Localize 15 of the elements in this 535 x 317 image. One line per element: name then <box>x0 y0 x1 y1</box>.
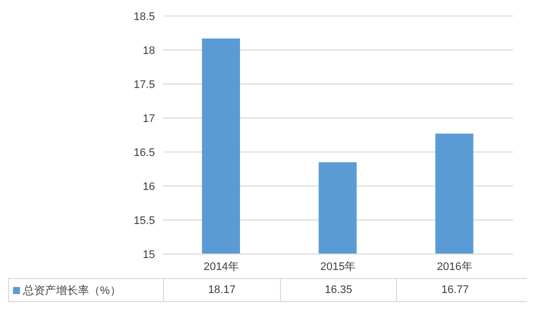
y-tick-label: 16 <box>142 180 155 193</box>
y-tick-label: 18 <box>142 44 155 57</box>
x-tick-label: 2015年 <box>320 260 356 273</box>
y-tick-label: 15.5 <box>134 214 155 227</box>
y-tick-label: 17 <box>142 112 155 125</box>
y-tick-label: 17.5 <box>134 78 155 91</box>
y-tick-label: 15 <box>142 248 155 261</box>
data-label: 18.17 <box>163 279 280 301</box>
data-label: 16.35 <box>280 279 396 301</box>
x-tick-label: 2016年 <box>436 260 472 273</box>
y-tick-label: 16.5 <box>134 146 155 159</box>
legend-label: 总资产增长率（%） <box>23 284 121 298</box>
data-label: 16.77 <box>396 279 513 301</box>
y-tick-label: 18.5 <box>134 10 155 23</box>
x-tick-label: 2014年 <box>204 260 240 273</box>
